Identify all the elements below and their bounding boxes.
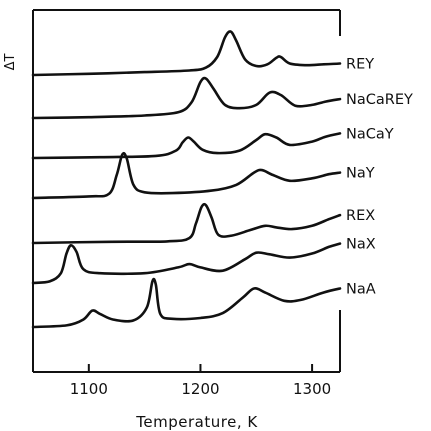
trace-label-nax: NaX xyxy=(346,237,376,253)
trace-rex xyxy=(31,202,342,245)
trace-nax xyxy=(31,242,342,285)
x-axis-label: Temperature, K xyxy=(135,413,258,431)
x-tick-label-1100: 1100 xyxy=(70,380,108,398)
traces-group xyxy=(31,30,342,329)
trace-label-nacarey: NaCaREY xyxy=(346,92,413,108)
x-tick-label-1200: 1200 xyxy=(181,380,219,398)
plot-frame-group xyxy=(32,9,341,373)
trace-naa xyxy=(31,277,342,329)
trace-label-rey: REY xyxy=(346,57,374,73)
trace-label-nacay: NaCaY xyxy=(346,126,394,142)
trace-label-naa: NaA xyxy=(346,281,376,297)
trace-nacay xyxy=(31,132,342,160)
trace-labels-group: REY NaCaREY NaCaY NaY REX NaX NaA xyxy=(346,57,413,298)
y-axis-label: ΔT xyxy=(3,54,18,71)
x-ticks-group: 1100 1200 1300 xyxy=(70,364,331,398)
trace-nay xyxy=(31,151,342,200)
trace-rey xyxy=(31,30,342,77)
trace-label-nay: NaY xyxy=(346,166,375,182)
x-tick-label-1300: 1300 xyxy=(293,380,331,398)
trace-label-rex: REX xyxy=(346,208,375,224)
trace-nacarey xyxy=(31,76,342,120)
